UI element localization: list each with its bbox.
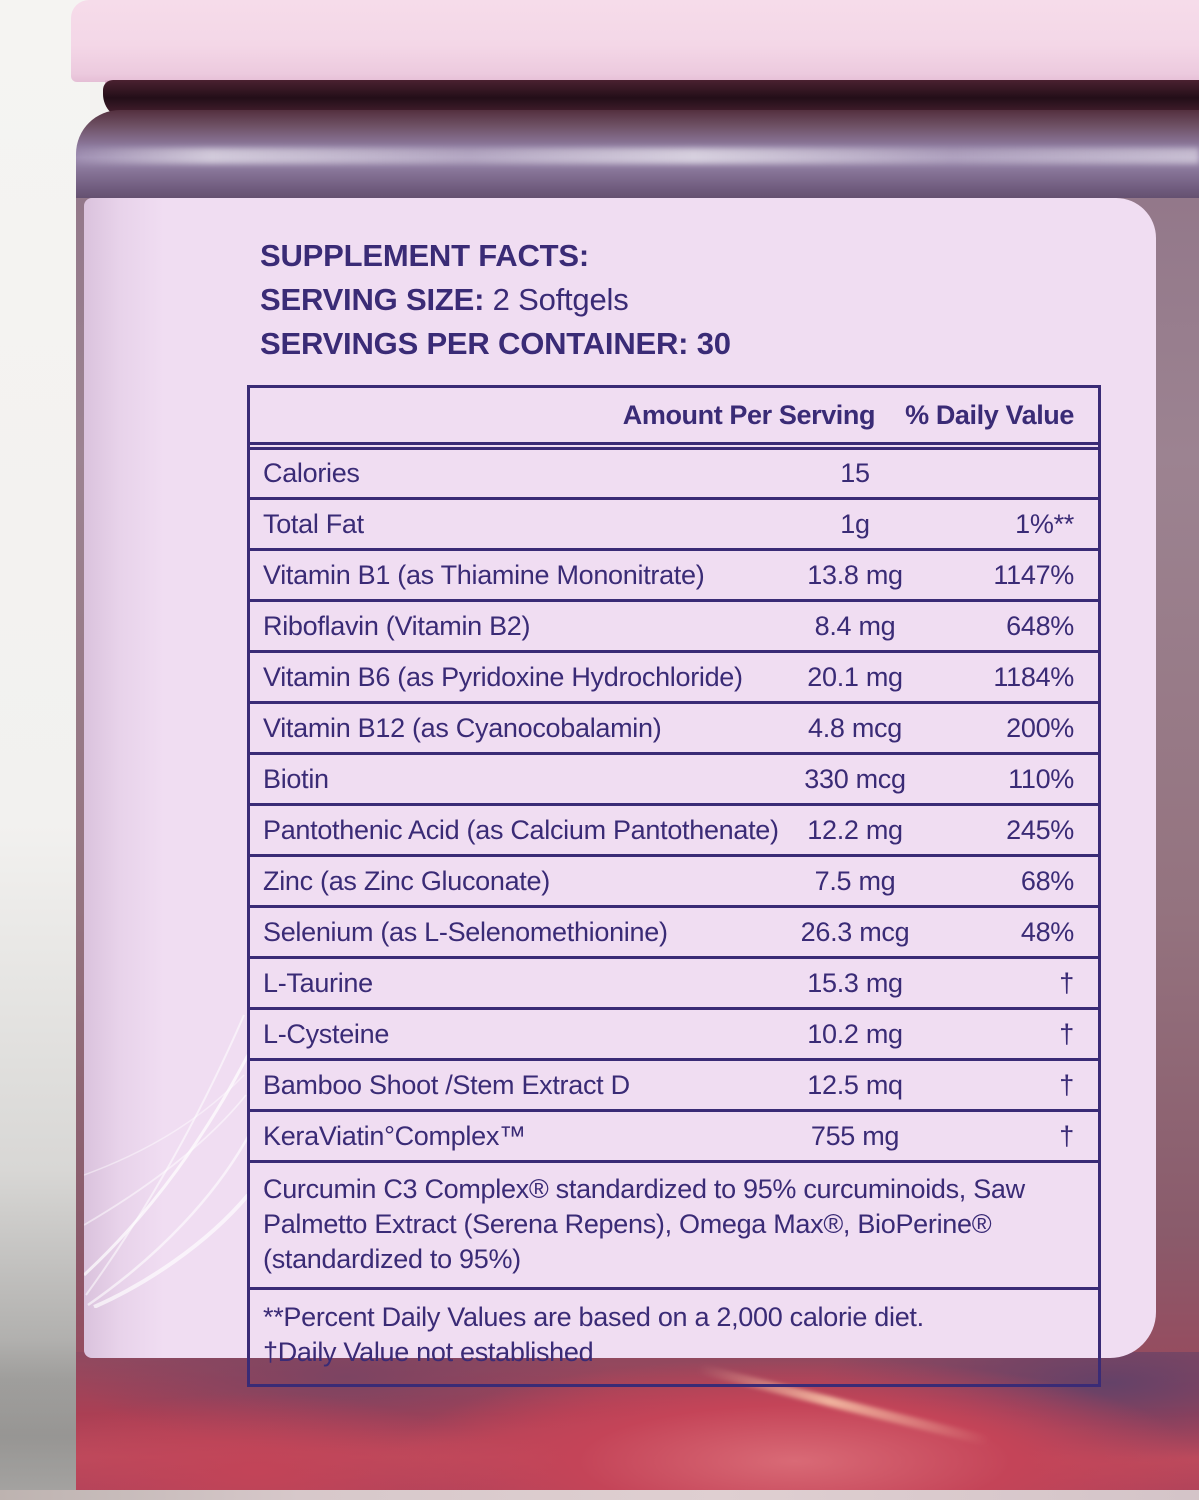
ingredient-name: L-Taurine [263, 967, 373, 998]
amount-value: 10.2 mg [807, 1018, 903, 1049]
daily-value: † [1059, 1018, 1074, 1049]
supplement-facts-table: Amount Per Serving % Daily Value Calorie… [247, 385, 1101, 1387]
amount-value: 12.5 mq [807, 1069, 903, 1100]
table-row: Vitamin B6 (as Pyridoxine Hydrochloride)… [250, 650, 1098, 701]
servings-per-container-line: SERVINGS PER CONTAINER: 30 [260, 322, 1102, 366]
hair-strands-artwork [84, 1014, 251, 1308]
softgels-window [76, 1352, 1199, 1492]
servings-per-container-label: SERVINGS PER CONTAINER: [260, 326, 689, 361]
ingredient-name: Total Fat [263, 508, 364, 539]
ingredient-name: Zinc (as Zinc Gluconate) [263, 865, 550, 896]
bottle-shoulder [76, 110, 1199, 205]
ingredient-name: Calories [263, 458, 360, 488]
label-header-block: SUPPLEMENT FACTS: SERVING SIZE: 2 Softge… [247, 234, 1102, 366]
table-row: Vitamin B12 (as Cyanocobalamin) 4.8 mcg … [250, 701, 1098, 752]
ingredient-name: Vitamin B1 (as Thiamine Mononitrate) [263, 559, 705, 590]
amount-value: 330 mcg [804, 763, 906, 794]
column-header-amount: Amount Per Serving [622, 399, 876, 430]
daily-value: 1%** [1015, 508, 1074, 539]
table-surface [0, 1490, 1199, 1500]
background [0, 0, 90, 1500]
supplement-facts-title: SUPPLEMENT FACTS: [260, 238, 590, 273]
daily-value: 648% [1006, 610, 1074, 641]
amount-value: 8.4 mg [814, 610, 896, 641]
amount-value: 755 mg [810, 1120, 900, 1151]
daily-value: 110% [1008, 763, 1074, 794]
serving-size-line: SERVING SIZE: 2 Softgels [260, 278, 1102, 322]
amount-value: 26.3 mcg [800, 916, 910, 947]
table-row: L-Cysteine 10.2 mg † [250, 1007, 1098, 1058]
table-row: Pantothenic Acid (as Calcium Pantothenat… [250, 803, 1098, 854]
footnote-percent-daily-values: **Percent Daily Values are based on a 2,… [263, 1302, 924, 1332]
column-header-daily-value: % Daily Value [905, 399, 1074, 430]
amount-value: 15 [840, 458, 870, 488]
serving-size-value: 2 Softgels [492, 282, 629, 317]
daily-value: 68% [1020, 865, 1074, 896]
amount-value: 15.3 mg [807, 967, 903, 998]
ingredient-name: L-Cysteine [263, 1018, 390, 1049]
floor-shadow [0, 1340, 90, 1500]
ingredient-name: Selenium (as L-Selenomethionine) [263, 916, 668, 947]
bottle-cap [71, 0, 1199, 90]
table-row: Biotin 330 mcg 110% [250, 752, 1098, 803]
daily-value: 245% [1006, 814, 1074, 845]
amount-value: 12.2 mg [807, 814, 903, 845]
ingredient-name: Bamboo Shoot /Stem Extract D [263, 1069, 630, 1100]
table-row: Calories 15 [250, 450, 1098, 497]
table-row: Total Fat 1g 1%** [250, 497, 1098, 548]
amount-value: 4.8 mcg [808, 712, 902, 743]
daily-value: 1184% [993, 661, 1074, 692]
daily-value: † [1059, 967, 1074, 998]
table-row: Vitamin B1 (as Thiamine Mononitrate) 13.… [250, 548, 1098, 599]
ingredient-name: KeraViatin°Complex™ [263, 1120, 526, 1151]
amount-value: 20.1 mg [807, 661, 903, 692]
table-row: Riboflavin (Vitamin B2) 8.4 mg 648% [250, 599, 1098, 650]
daily-value: 200% [1006, 712, 1074, 743]
daily-value: 48% [1020, 916, 1074, 947]
shoulder-highlight [76, 148, 1199, 164]
blend-note: Curcumin C3 Complex® standardized to 95%… [250, 1160, 1098, 1287]
serving-size-label: SERVING SIZE: [260, 282, 485, 317]
label-content: SUPPLEMENT FACTS: SERVING SIZE: 2 Softge… [247, 198, 1102, 1387]
amount-value: 1g [840, 508, 870, 539]
table-row: Zinc (as Zinc Gluconate) 7.5 mg 68% [250, 854, 1098, 905]
table-row: KeraViatin°Complex™ 755 mg † [250, 1109, 1098, 1160]
amount-value: 7.5 mg [814, 865, 896, 896]
table-row: Selenium (as L-Selenomethionine) 26.3 mc… [250, 905, 1098, 956]
daily-value: 1147% [993, 559, 1074, 590]
table-header-row: Amount Per Serving % Daily Value [250, 388, 1098, 450]
servings-per-container-value: 30 [696, 326, 731, 361]
footnotes-block: **Percent Daily Values are based on a 2,… [250, 1287, 1098, 1384]
ingredient-name: Biotin [263, 763, 329, 794]
daily-value: † [1059, 1120, 1074, 1151]
ingredient-name: Vitamin B12 (as Cyanocobalamin) [263, 712, 662, 743]
table-row: L-Taurine 15.3 mg † [250, 956, 1098, 1007]
ingredient-name: Pantothenic Acid (as Calcium Pantothenat… [263, 814, 779, 845]
ingredient-name: Riboflavin (Vitamin B2) [263, 610, 531, 641]
ingredient-name: Vitamin B6 (as Pyridoxine Hydrochloride) [263, 661, 743, 692]
footnote-daily-value-not-established: †Daily Value not established [263, 1337, 594, 1367]
amount-value: 13.8 mg [807, 559, 903, 590]
table-row: Bamboo Shoot /Stem Extract D 12.5 mq † [250, 1058, 1098, 1109]
supplement-label: SUPPLEMENT FACTS: SERVING SIZE: 2 Softge… [84, 198, 1156, 1387]
daily-value: † [1059, 1069, 1074, 1100]
